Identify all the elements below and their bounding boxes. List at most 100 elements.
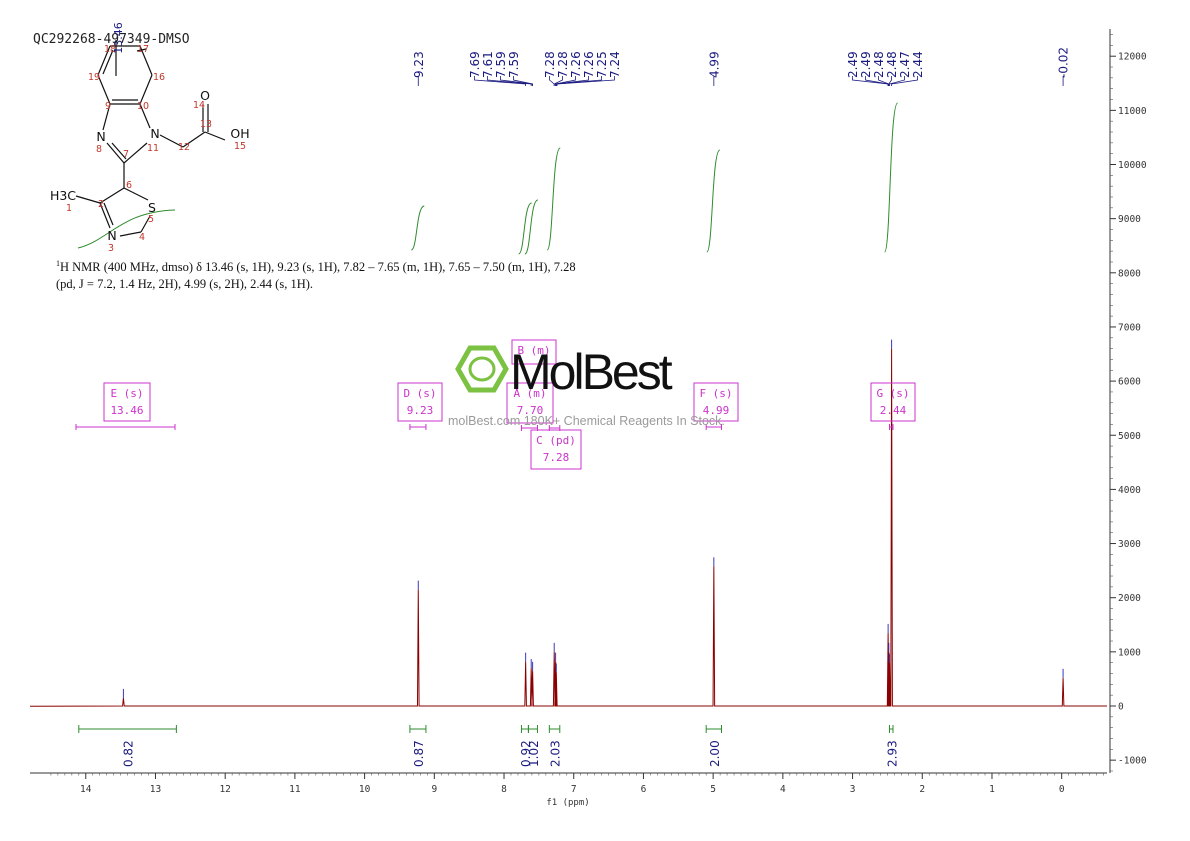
y-tick-label: 1000 (1118, 647, 1141, 658)
peak-label: 7.59 (507, 51, 521, 78)
multiplet-shift: 7.28 (543, 451, 570, 464)
x-tick-label: 1 (989, 784, 995, 795)
watermark-tagline: molBest.com 180K+ Chemical Reagents In S… (448, 414, 725, 428)
peak-label-connector (555, 76, 589, 86)
structure-bond (97, 45, 111, 76)
x-tick-label: 14 (80, 784, 92, 795)
structure-bond (106, 142, 125, 164)
structure-bond (97, 74, 111, 105)
structure-bond (159, 134, 184, 148)
integral-curve (546, 147, 561, 251)
structure-bond (119, 231, 142, 237)
integral-value: 1.02 (527, 740, 541, 767)
watermark-logo-ring (468, 356, 496, 382)
multiplet-shift: 7.70 (517, 404, 544, 417)
spectrum-trace (29, 348, 1107, 707)
structure-bond (111, 142, 127, 160)
peak-label-connector (513, 76, 533, 86)
nmr-summary-line2: (pd, J = 7.2, 1.4 Hz, 2H), 4.99 (s, 2H),… (56, 277, 314, 292)
y-tick-label: 4000 (1118, 485, 1141, 496)
multiplet-label: D (s) (403, 387, 436, 400)
structure-bond (136, 48, 147, 52)
y-tick-label: 10000 (1118, 160, 1147, 171)
structure-atom-n-3: N (107, 228, 116, 243)
integral-value: 2.93 (885, 740, 899, 767)
y-tick-label: 9000 (1118, 214, 1141, 225)
structure-atom-oh: OH (230, 126, 249, 141)
peak-label: 2.49 (846, 51, 860, 78)
structure-atom-number: 8 (96, 144, 102, 155)
x-tick-label: 13 (150, 784, 161, 795)
structure-atom-number: 16 (153, 72, 165, 83)
structure-bond (102, 49, 114, 75)
y-tick-label: 7000 (1118, 322, 1141, 333)
structure-bond (99, 202, 111, 229)
structure-atom-number: 2 (98, 199, 104, 210)
peak-label: 7.24 (608, 51, 622, 78)
peak-label: 2.48 (872, 51, 886, 78)
structure-atom-number: 10 (137, 101, 149, 112)
peak-label-connector (891, 76, 918, 86)
nmr-summary-sup: 1 (56, 259, 60, 268)
multiplet-shift: 13.46 (110, 404, 143, 417)
structure-atom-number: 1 (66, 203, 72, 214)
x-tick-label: 5 (710, 784, 716, 795)
structure-atom-number: 12 (178, 142, 190, 153)
peak-label-connector (556, 76, 615, 86)
structure-atom-number: 4 (139, 232, 145, 243)
multiplet-box (693, 382, 739, 422)
integral-curve (884, 102, 899, 253)
peak-label: 2.47 (898, 51, 912, 78)
structure-atom-number: 3 (108, 243, 114, 254)
multiplet-box (511, 339, 557, 365)
structure-atom-n-8: N (96, 129, 105, 144)
structure-atom-number: 6 (126, 180, 132, 191)
multiplet-shift: 2.44 (880, 404, 907, 417)
structure-bond (139, 45, 153, 76)
x-tick-label: 4 (780, 784, 786, 795)
x-tick-label: 11 (289, 784, 301, 795)
multiplet-label: A (m) (513, 387, 546, 400)
nmr-summary-line1: H NMR (400 MHz, dmso) δ 13.46 (s, 1H), 9… (60, 260, 576, 275)
y-tick-label: 6000 (1118, 377, 1141, 388)
structure-atom-o: O (200, 88, 210, 103)
integral-value: 0.87 (412, 740, 426, 767)
integral-curve (518, 202, 532, 255)
peak-label-connector (555, 76, 602, 86)
peak-label: 7.69 (468, 51, 482, 78)
structure-bond (102, 103, 111, 131)
structure-bond (75, 195, 101, 204)
y-tick-label: 8000 (1118, 268, 1141, 279)
x-axis-label: f1 (ppm) (546, 798, 589, 808)
watermark-logo-icon (455, 345, 509, 393)
structure-atom-s: S (148, 200, 156, 215)
multiplet-label: E (s) (110, 387, 143, 400)
nmr-summary: 1H NMR (400 MHz, dmso) δ 13.46 (s, 1H), … (56, 255, 616, 293)
peak-label: 7.26 (582, 51, 596, 78)
peak-label: 7.28 (556, 51, 570, 78)
peak-label: 7.59 (494, 51, 508, 78)
peak-label-connector (474, 76, 527, 86)
y-tick-label: 3000 (1118, 539, 1141, 550)
structure-atom-number: 9 (105, 101, 111, 112)
structure-bond (99, 187, 125, 204)
y-tick-label: 0 (1118, 702, 1124, 713)
peak-label-connector (888, 76, 892, 86)
peak-label: 7.26 (569, 51, 583, 78)
structure-bond (123, 142, 148, 164)
multiplet-box (506, 382, 554, 424)
integral-value: 2.03 (549, 740, 563, 767)
x-tick-label: 0 (1059, 784, 1065, 795)
integral-value: 2.00 (708, 740, 722, 767)
structure-atom-number: 11 (147, 143, 159, 154)
peak-label-connector (865, 76, 889, 86)
y-tick-label: -1000 (1118, 756, 1147, 767)
multiplet-label: G (s) (876, 387, 909, 400)
x-tick-label: 10 (359, 784, 371, 795)
x-tick-label: 9 (431, 784, 437, 795)
peak-label-connector (553, 76, 563, 86)
integral-value: 0.92 (519, 740, 533, 767)
structure-atom-ch3: H3C (50, 188, 76, 203)
integral-curve (77, 209, 176, 249)
